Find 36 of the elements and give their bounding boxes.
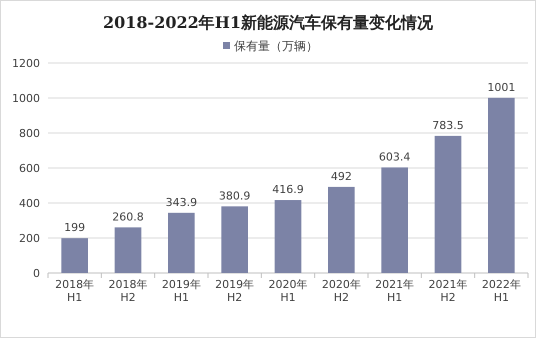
x-tick-label: 2021年 H1 [375,278,414,304]
data-label: 416.9 [272,183,304,196]
bar [61,238,88,273]
bar [221,206,248,273]
x-tick-label: 2020年 H2 [322,278,361,304]
bar [328,186,355,273]
x-tick-label: 2021年 H2 [428,278,468,304]
data-label: 492 [330,170,352,183]
data-label: 199 [64,221,86,234]
data-label: 1001 [487,80,516,94]
y-tick-label: 0 [33,267,40,280]
chart-title: 2018-2022年H1新能源汽车保有量变化情况 [103,13,434,32]
data-label: 783.5 [432,118,464,132]
x-tick-label: 2019年 H2 [215,278,254,304]
data-label: 380.9 [218,189,250,202]
bar [168,212,195,273]
bar [381,167,408,273]
x-tick-label: 2022年 H1 [482,278,521,304]
bar [488,98,515,273]
data-label: 603.4 [378,150,410,164]
data-label: 260.8 [112,210,144,224]
x-tick-label: 2018年 H2 [108,278,148,304]
y-tick-label: 600 [19,162,40,175]
y-tick-label: 1200 [12,57,40,70]
x-tick-label: 2020年 H1 [268,278,308,304]
bar [434,136,462,273]
x-tick-label: 2019年 H1 [162,278,201,304]
bar [114,227,142,273]
y-tick-label: 200 [19,232,40,245]
legend-label: 保有量（万辆） [234,39,318,53]
x-tick-label: 2018年 H1 [55,278,94,304]
y-tick-label: 800 [19,127,40,140]
data-label: 343.9 [166,196,198,209]
bar [274,200,302,273]
y-tick-label: 1000 [12,92,40,105]
y-tick-label: 400 [19,197,40,210]
